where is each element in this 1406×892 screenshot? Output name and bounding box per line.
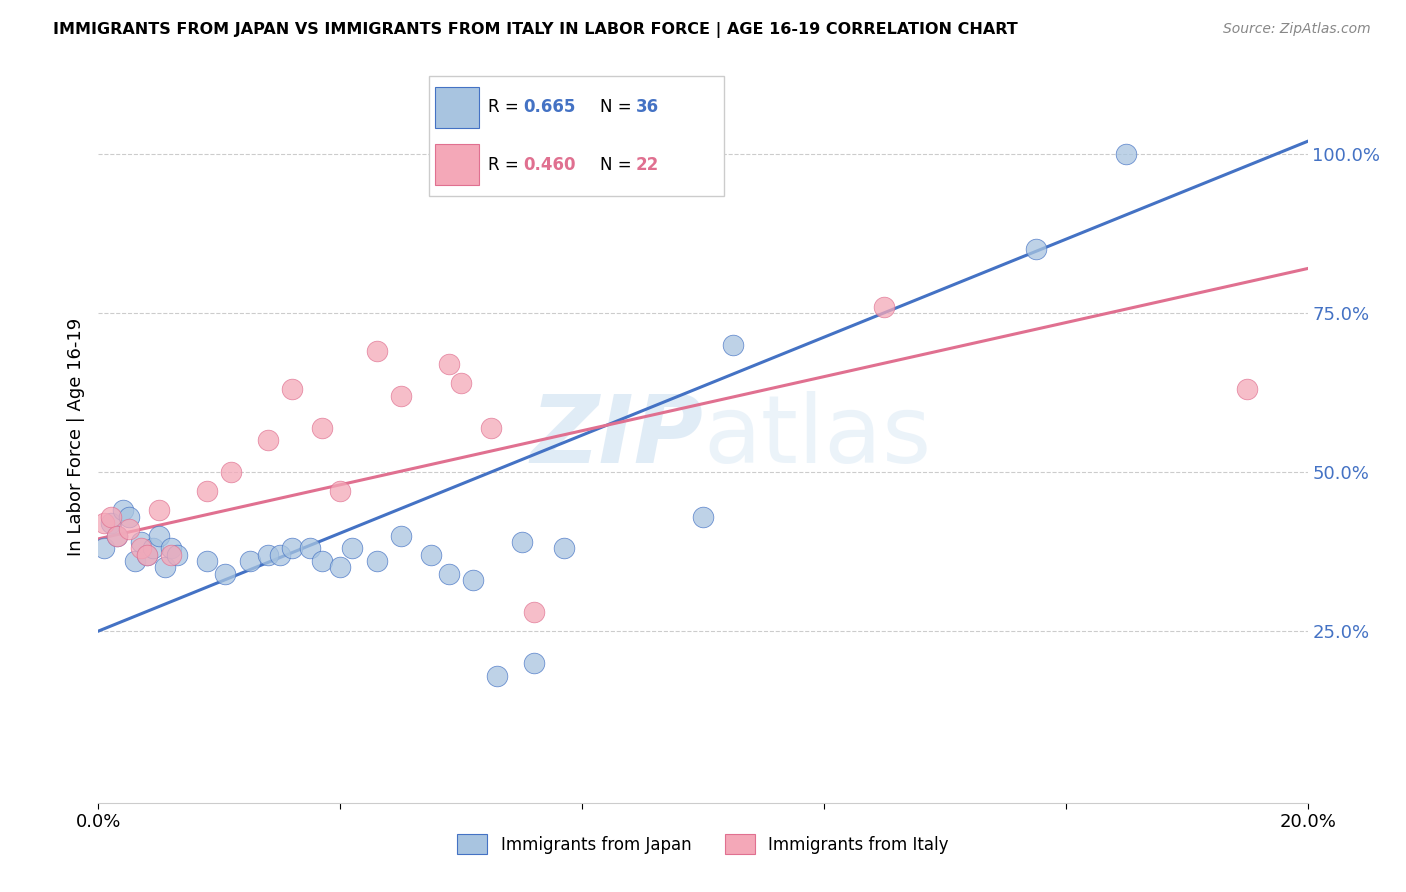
Point — [437, 566, 460, 581]
Point — [486, 668, 509, 682]
Text: R =: R = — [488, 98, 524, 116]
Point — [523, 656, 546, 670]
FancyBboxPatch shape — [434, 87, 479, 128]
Text: 36: 36 — [636, 98, 658, 116]
FancyBboxPatch shape — [434, 145, 479, 186]
Point — [256, 434, 278, 448]
Point — [160, 548, 183, 562]
Point — [105, 529, 128, 543]
Text: IMMIGRANTS FROM JAPAN VS IMMIGRANTS FROM ITALY IN LABOR FORCE | AGE 16-19 CORREL: IMMIGRANTS FROM JAPAN VS IMMIGRANTS FROM… — [53, 22, 1018, 38]
Text: ZIP: ZIP — [530, 391, 703, 483]
Legend: Immigrants from Japan, Immigrants from Italy: Immigrants from Japan, Immigrants from I… — [451, 828, 955, 860]
Point — [153, 560, 176, 574]
Point — [510, 535, 533, 549]
Point — [463, 573, 485, 587]
Point — [1236, 383, 1258, 397]
Point — [105, 529, 128, 543]
Point — [329, 560, 352, 574]
Point — [523, 605, 546, 619]
Text: 0.665: 0.665 — [523, 98, 575, 116]
Point — [1115, 147, 1137, 161]
Point — [311, 420, 333, 434]
Point — [281, 541, 304, 556]
Point — [195, 554, 218, 568]
Point — [111, 503, 134, 517]
Point — [553, 541, 575, 556]
Point — [389, 389, 412, 403]
Point — [239, 554, 262, 568]
Y-axis label: In Labor Force | Age 16-19: In Labor Force | Age 16-19 — [66, 318, 84, 557]
Point — [148, 529, 170, 543]
Text: N =: N = — [600, 98, 637, 116]
Text: 0.460: 0.460 — [523, 156, 576, 174]
Text: 22: 22 — [636, 156, 659, 174]
Point — [129, 541, 152, 556]
Point — [299, 541, 322, 556]
Point — [329, 484, 352, 499]
Point — [214, 566, 236, 581]
Point — [481, 420, 503, 434]
Point — [420, 548, 443, 562]
Point — [366, 344, 388, 359]
Point — [366, 554, 388, 568]
Point — [93, 516, 115, 530]
Point — [450, 376, 472, 390]
Text: Source: ZipAtlas.com: Source: ZipAtlas.com — [1223, 22, 1371, 37]
Point — [342, 541, 364, 556]
Text: N =: N = — [600, 156, 637, 174]
Point — [692, 509, 714, 524]
Point — [195, 484, 218, 499]
Point — [100, 516, 122, 530]
Text: R =: R = — [488, 156, 524, 174]
Point — [135, 548, 157, 562]
Point — [437, 357, 460, 371]
Point — [118, 509, 141, 524]
Point — [124, 554, 146, 568]
Point — [221, 465, 243, 479]
Point — [142, 541, 165, 556]
Point — [311, 554, 333, 568]
Text: atlas: atlas — [703, 391, 931, 483]
Point — [166, 548, 188, 562]
Point — [118, 522, 141, 536]
FancyBboxPatch shape — [429, 76, 724, 196]
Point — [100, 509, 122, 524]
Point — [873, 300, 896, 314]
Point — [723, 338, 745, 352]
Point — [148, 503, 170, 517]
Point — [135, 548, 157, 562]
Point — [389, 529, 412, 543]
Point — [1024, 243, 1046, 257]
Point — [269, 548, 291, 562]
Point — [256, 548, 278, 562]
Point — [160, 541, 183, 556]
Point — [281, 383, 304, 397]
Point — [93, 541, 115, 556]
Point — [129, 535, 152, 549]
